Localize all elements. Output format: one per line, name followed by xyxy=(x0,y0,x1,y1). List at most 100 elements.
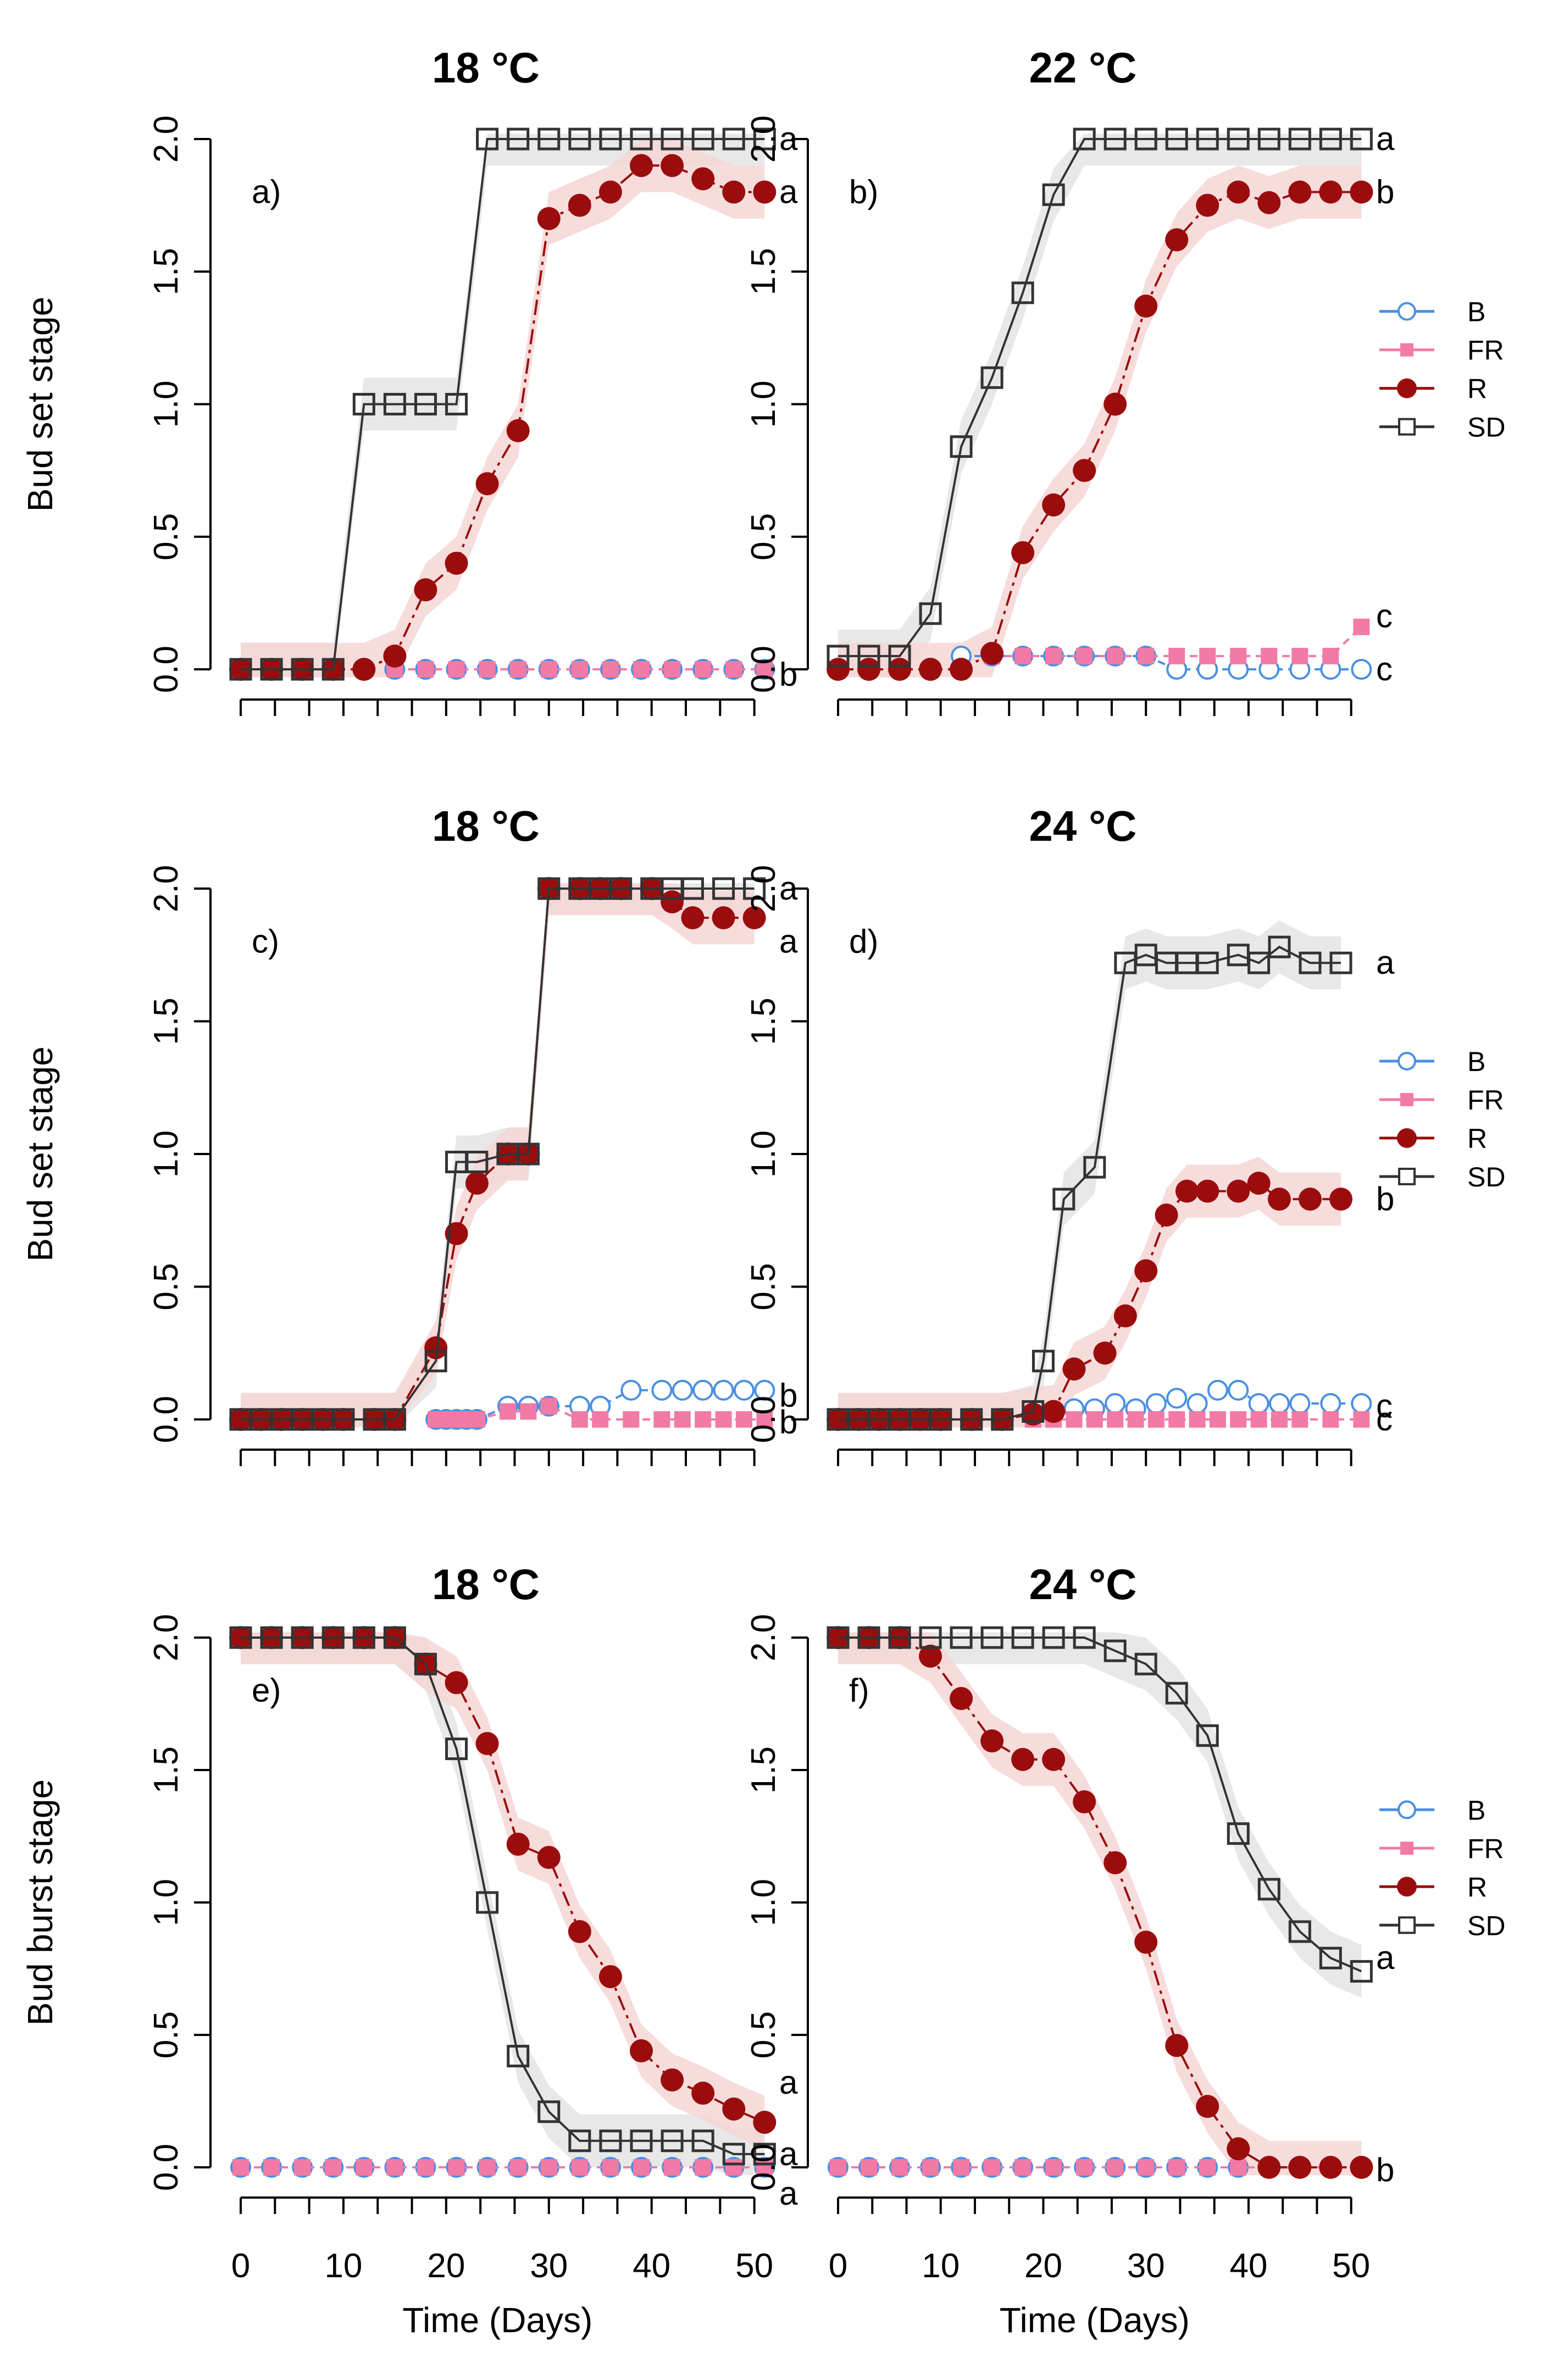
y-tick-label: 1.5 xyxy=(147,997,185,1045)
marker-fr xyxy=(715,1411,732,1428)
marker-r xyxy=(414,578,437,602)
marker-sd xyxy=(1247,951,1271,974)
legend-label: R xyxy=(1467,1123,1487,1154)
significance-letter: a xyxy=(779,923,798,960)
marker-r xyxy=(857,658,881,681)
panel-title: 18 °C xyxy=(432,43,540,92)
marker-r xyxy=(475,472,499,496)
marker-r xyxy=(475,1732,499,1755)
marker-fr xyxy=(756,661,773,678)
legend-marker-sd xyxy=(1398,418,1416,436)
significance-letter: c xyxy=(1376,598,1393,635)
marker-r xyxy=(1062,1357,1086,1381)
marker-b xyxy=(651,1379,673,1401)
marker-b xyxy=(1320,1393,1341,1414)
marker-sd xyxy=(445,1737,468,1760)
marker-r xyxy=(1042,1400,1066,1423)
marker-r xyxy=(445,1671,468,1694)
marker-b xyxy=(1145,1393,1167,1414)
marker-r xyxy=(568,193,591,217)
panel-label: b) xyxy=(849,174,878,210)
marker-sd xyxy=(1165,1682,1188,1705)
marker-r xyxy=(598,1965,622,1988)
marker-fr xyxy=(417,2159,434,2176)
ci-band-r xyxy=(838,165,1362,678)
marker-b xyxy=(692,1379,714,1401)
marker-fr xyxy=(922,2159,939,2176)
marker-sd xyxy=(260,1626,283,1649)
x-tick-label: 30 xyxy=(530,2247,568,2285)
marker-r xyxy=(1104,1851,1127,1874)
marker-r xyxy=(352,658,376,681)
marker-r xyxy=(1155,1203,1178,1227)
y-tick-label: 1.0 xyxy=(745,380,783,428)
marker-r xyxy=(1175,1179,1199,1203)
marker-sd xyxy=(1288,1920,1311,1943)
marker-b xyxy=(620,1379,642,1401)
marker-fr xyxy=(571,1411,588,1428)
series-line-sd xyxy=(838,138,1362,657)
legend-marker-sd xyxy=(1398,1916,1416,1934)
marker-sd xyxy=(445,393,468,415)
legend-label: FR xyxy=(1467,1085,1504,1116)
marker-r xyxy=(919,658,942,681)
marker-sd xyxy=(929,1408,952,1431)
marker-r xyxy=(1093,1341,1117,1365)
marker-b xyxy=(672,1379,693,1401)
marker-r xyxy=(1298,1188,1322,1211)
legend: B FR R SD xyxy=(1379,1795,1505,1941)
legend-marker-fr xyxy=(1400,343,1413,357)
marker-sd xyxy=(950,1626,973,1649)
y-tick-label: 0.5 xyxy=(147,2011,185,2059)
marker-sd xyxy=(1022,1400,1045,1423)
marker-fr xyxy=(725,2159,742,2176)
marker-sd xyxy=(568,127,591,151)
marker-b xyxy=(1289,1393,1311,1414)
marker-r xyxy=(722,180,746,204)
marker-fr xyxy=(386,2159,403,2176)
ci-band-sd xyxy=(838,1632,1362,1998)
marker-sd xyxy=(630,2129,653,2152)
chart-panel-5: 0 10 20 30 40 50 0.0 0.5 1.0 1.5 2.0 18 °C e) Bud bur… xyxy=(20,1560,798,2340)
marker-sd xyxy=(1196,951,1219,974)
y-tick-label: 1.5 xyxy=(147,1746,185,1794)
marker-fr xyxy=(1168,647,1185,664)
marker-fr xyxy=(571,2159,588,2176)
marker-sd xyxy=(661,2129,684,2152)
marker-fr xyxy=(1014,647,1032,664)
marker-b xyxy=(1186,1393,1208,1414)
marker-sd xyxy=(630,127,653,151)
marker-fr xyxy=(1107,2159,1124,2176)
marker-sd xyxy=(722,2143,745,2166)
marker-sd xyxy=(743,877,766,900)
marker-r xyxy=(661,890,684,914)
y-tick-label: 1.5 xyxy=(745,248,783,295)
marker-sd xyxy=(1319,127,1342,151)
marker-sd xyxy=(753,2143,776,2166)
significance-letter: b xyxy=(779,1377,797,1414)
ci-band-r xyxy=(241,139,765,678)
marker-sd xyxy=(260,658,283,681)
marker-r xyxy=(537,1846,561,1869)
marker-sd xyxy=(599,127,622,151)
x-tick-label: 0 xyxy=(829,2247,847,2285)
y-tick-label: 1.0 xyxy=(745,1879,783,1926)
marker-fr xyxy=(1353,618,1370,635)
marker-r xyxy=(1257,2156,1281,2179)
panel-title: 22 °C xyxy=(1029,43,1137,92)
marker-fr xyxy=(1014,2159,1032,2176)
marker-b xyxy=(1351,1393,1372,1414)
legend-label: SD xyxy=(1467,1910,1505,1941)
marker-fr xyxy=(984,2159,1001,2176)
marker-r xyxy=(1042,493,1066,517)
marker-fr xyxy=(1291,1411,1308,1428)
marker-fr xyxy=(1168,1411,1185,1428)
marker-fr xyxy=(1230,1411,1247,1428)
marker-r xyxy=(1011,1747,1035,1771)
marker-r xyxy=(383,644,407,668)
y-tick-label: 0.5 xyxy=(147,1263,185,1310)
marker-fr xyxy=(509,661,526,678)
marker-b xyxy=(1248,1393,1269,1414)
marker-sd xyxy=(1165,127,1188,151)
